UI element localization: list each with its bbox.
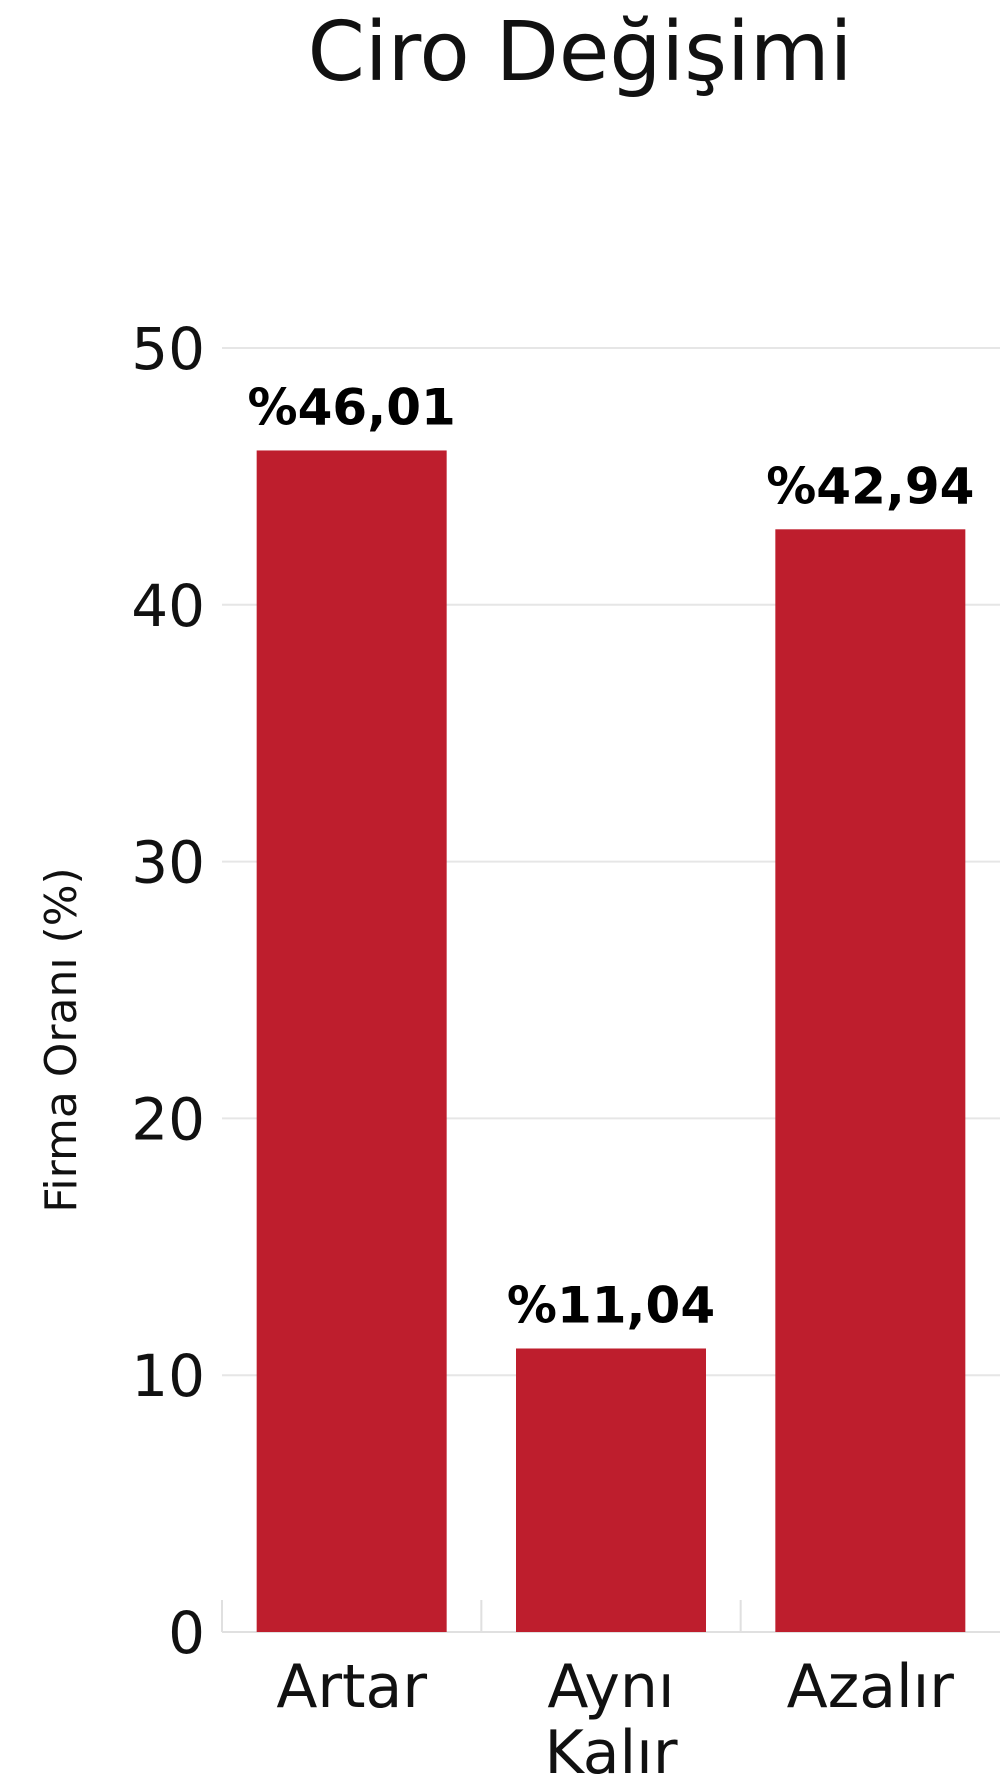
y-axis-ticks: 0 10 20 30 40 50	[131, 315, 205, 1667]
bar	[775, 529, 966, 1632]
y-axis-label: Firma Oranı (%)	[36, 867, 87, 1212]
y-tick-label: 30	[131, 829, 205, 897]
x-tick-label-line: Aynı	[547, 1652, 674, 1722]
y-tick-label: 40	[131, 572, 205, 640]
bar	[516, 1348, 706, 1632]
bar-value-label: %11,04	[507, 1276, 715, 1334]
y-tick-label: 10	[131, 1342, 205, 1410]
chart-title: Ciro Değişimi	[308, 5, 853, 100]
x-tick-label-line: Artar	[276, 1652, 427, 1722]
x-tick-label: Aynı Kalır	[544, 1652, 677, 1788]
bar-value-label: %42,94	[766, 457, 974, 515]
bars	[256, 450, 966, 1633]
x-tick-label: Artar	[276, 1652, 427, 1722]
x-axis-ticks: Artar Aynı Kalır Azalır	[276, 1652, 954, 1788]
data-labels: %46,01 %11,04 %42,94	[248, 378, 975, 1334]
y-tick-label: 0	[168, 1599, 205, 1667]
y-tick-label: 20	[131, 1085, 205, 1153]
x-tick-label-line: Kalır	[544, 1718, 677, 1788]
x-tick-label: Azalır	[787, 1652, 955, 1722]
y-tick-label: 50	[131, 315, 205, 383]
bar-value-label: %46,01	[248, 378, 456, 436]
x-tick-label-line: Azalır	[787, 1652, 955, 1722]
bar	[256, 450, 447, 1633]
